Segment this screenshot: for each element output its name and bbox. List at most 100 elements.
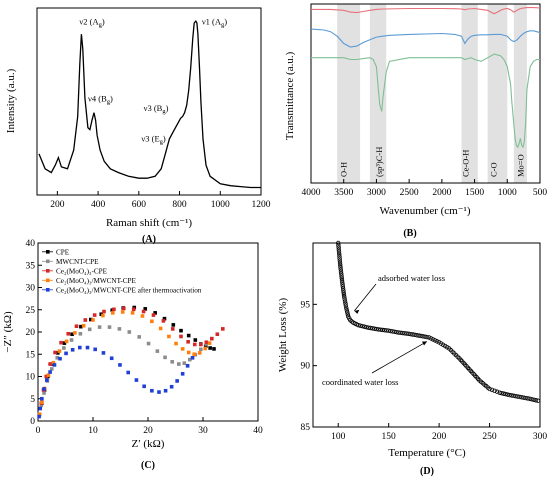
eis-point bbox=[208, 346, 212, 350]
eis-point bbox=[48, 362, 52, 366]
shaded-band-b bbox=[487, 4, 508, 183]
tga-point bbox=[535, 398, 541, 403]
x-tick-label-a: 400 bbox=[91, 200, 106, 210]
panel-a-raman: 200 400 600 800 1000 1200 ν2 (Ag) ν1 (Ag) ν4 (B… bbox=[5, 7, 271, 245]
tga-point bbox=[338, 267, 343, 272]
tga-point bbox=[342, 296, 347, 302]
tga-point bbox=[344, 305, 349, 311]
plot-frame-a bbox=[36, 7, 262, 196]
eis-point bbox=[51, 360, 56, 365]
eis-point bbox=[42, 391, 46, 395]
x-tick-label-b: 3500 bbox=[334, 188, 353, 198]
eis-point bbox=[45, 378, 49, 382]
tga-point bbox=[386, 328, 391, 333]
peak-annotation-a: ν2 (Ag) bbox=[79, 17, 104, 29]
eis-point bbox=[185, 364, 190, 368]
tga-point bbox=[339, 275, 344, 281]
shaded-band-b bbox=[337, 4, 361, 183]
y-axis-label-d: Weight Loss (%) bbox=[277, 298, 289, 373]
x-ticks-c: 0 10 20 30 40 bbox=[36, 417, 263, 436]
peak-annotation-a: ν4 (Bg) bbox=[88, 94, 113, 106]
eis-point bbox=[186, 350, 191, 355]
tga-point bbox=[521, 395, 527, 400]
x-tick-label-d: 100 bbox=[331, 432, 346, 442]
eis-point bbox=[197, 351, 202, 355]
legend-label-c: MWCNT-CPE bbox=[56, 258, 99, 266]
y-tick-label-c: 30 bbox=[26, 284, 36, 294]
eis-point bbox=[180, 347, 185, 351]
x-tick-label-a: 1000 bbox=[211, 200, 230, 210]
eis-point bbox=[102, 309, 106, 314]
series-b bbox=[310, 7, 541, 149]
y-axis-label-b: Transmittance (a.u.) bbox=[284, 51, 296, 140]
eis-point bbox=[150, 319, 154, 324]
x-tick-label-a: 800 bbox=[172, 200, 187, 210]
x-tick-label-b: 3000 bbox=[367, 188, 386, 198]
tga-point bbox=[374, 326, 379, 332]
tga-point bbox=[422, 334, 428, 339]
eis-point bbox=[101, 313, 105, 318]
eis-point bbox=[59, 340, 63, 345]
tga-point bbox=[382, 328, 387, 333]
eis-point bbox=[203, 346, 207, 351]
x-axis-label-d: Temperature (°C) bbox=[388, 447, 466, 459]
x-tick-label-b: 2500 bbox=[400, 188, 419, 198]
series-c bbox=[37, 305, 225, 419]
eis-point bbox=[79, 324, 83, 329]
tga-point bbox=[392, 329, 397, 335]
tga-point bbox=[341, 292, 347, 298]
eis-point bbox=[52, 363, 57, 367]
tga-point bbox=[501, 391, 506, 396]
eis-point bbox=[192, 352, 196, 357]
panel-label-d: (D) bbox=[420, 466, 434, 477]
eis-point bbox=[127, 330, 132, 334]
annotation-d: coordinated water loss bbox=[322, 377, 398, 387]
eis-point bbox=[58, 356, 62, 361]
eis-point bbox=[171, 323, 176, 327]
x-tick-label-b: 1500 bbox=[465, 188, 484, 198]
tga-point bbox=[515, 394, 521, 399]
legend-label-c: Ce₂(MoO₄)₃-CPE bbox=[56, 268, 108, 276]
tga-point bbox=[341, 288, 346, 293]
eis-point bbox=[109, 356, 114, 361]
peak-annotation-a: ν3 (Eg) bbox=[141, 134, 166, 146]
eis-point bbox=[83, 318, 88, 322]
eis-point bbox=[207, 341, 212, 345]
eis-point bbox=[53, 350, 57, 355]
y-tick-label-c: 5 bbox=[30, 395, 35, 405]
eis-point bbox=[146, 341, 151, 346]
tga-point bbox=[424, 334, 430, 340]
eis-point bbox=[85, 345, 90, 350]
tga-point bbox=[418, 333, 424, 339]
eis-point bbox=[93, 347, 97, 352]
legend-label-c: Ce₂(MoO₄)₃/MWCNT-CPE bbox=[56, 277, 137, 285]
eis-point bbox=[37, 414, 41, 419]
eis-point bbox=[190, 356, 195, 360]
eis-point bbox=[126, 370, 130, 375]
eis-point bbox=[177, 362, 181, 366]
eis-point bbox=[212, 347, 216, 351]
tga-point bbox=[364, 324, 369, 330]
tga-point bbox=[517, 394, 523, 400]
eis-point bbox=[150, 388, 154, 393]
tga-point bbox=[345, 312, 351, 317]
eis-point bbox=[162, 316, 167, 321]
annotations-a: ν2 (Ag) ν1 (Ag) ν4 (Bg) ν3 (Bg) ν3 (Eg) bbox=[79, 17, 227, 146]
eis-point bbox=[163, 355, 167, 360]
tga-point bbox=[402, 331, 408, 336]
tga-point bbox=[503, 391, 508, 397]
tga-point bbox=[420, 334, 426, 339]
tga-point bbox=[342, 294, 347, 300]
x-tick-label-a: 1200 bbox=[252, 200, 271, 210]
ftir-series-line bbox=[310, 28, 541, 48]
y-tick-label-c: 20 bbox=[26, 328, 36, 338]
x-tick-label-c: 10 bbox=[88, 426, 98, 436]
tga-point bbox=[337, 260, 343, 266]
tga-point bbox=[372, 326, 377, 331]
series-a bbox=[38, 19, 261, 189]
eis-point bbox=[64, 351, 68, 356]
x-axis-label-a: Raman shift (cm⁻¹) bbox=[106, 217, 192, 229]
tga-point bbox=[337, 258, 343, 263]
